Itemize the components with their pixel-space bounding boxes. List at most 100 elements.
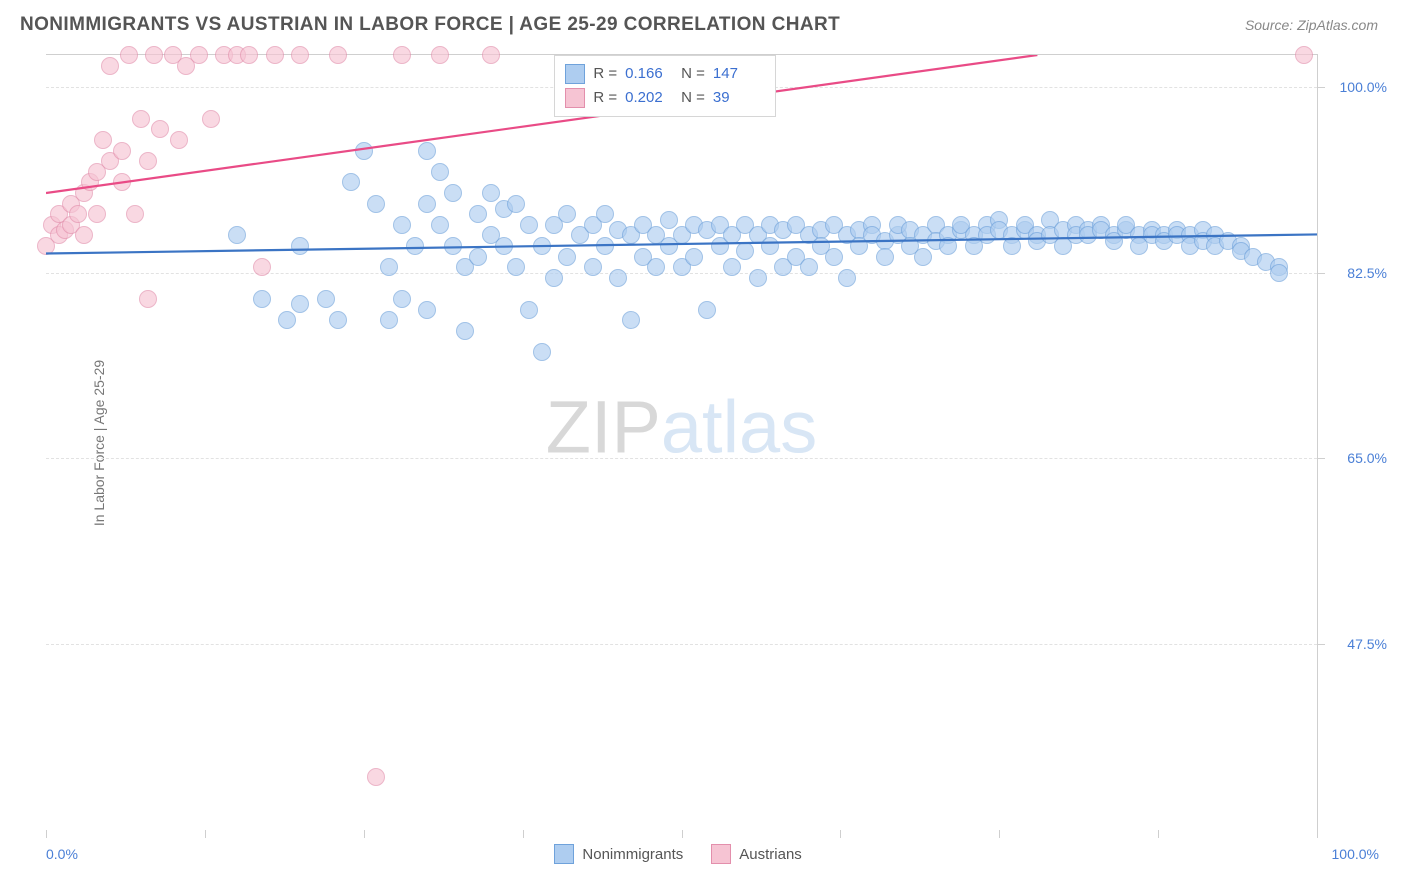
data-point	[393, 46, 411, 64]
data-point	[126, 205, 144, 223]
x-tick	[205, 830, 206, 838]
x-tick	[46, 830, 47, 838]
correlation-legend: R =0.166N =147R =0.202N = 39	[554, 55, 776, 117]
legend-swatch	[565, 64, 585, 84]
data-point	[139, 290, 157, 308]
data-point	[393, 290, 411, 308]
data-point	[736, 242, 754, 260]
data-point	[495, 237, 513, 255]
data-point	[113, 142, 131, 160]
data-point	[367, 768, 385, 786]
data-point	[190, 46, 208, 64]
x-tick	[1317, 830, 1318, 838]
y-tick-label: 82.5%	[1327, 265, 1387, 281]
data-point	[139, 152, 157, 170]
data-point	[749, 269, 767, 287]
data-point	[94, 131, 112, 149]
data-point	[88, 205, 106, 223]
data-point	[355, 142, 373, 160]
data-point	[622, 311, 640, 329]
data-point	[456, 322, 474, 340]
data-point	[291, 237, 309, 255]
data-point	[69, 205, 87, 223]
x-axis-max-label: 100.0%	[1332, 846, 1379, 862]
data-point	[698, 301, 716, 319]
data-point	[1003, 237, 1021, 255]
data-point	[253, 290, 271, 308]
data-point	[482, 184, 500, 202]
data-point	[75, 226, 93, 244]
data-point	[431, 216, 449, 234]
data-point	[444, 237, 462, 255]
data-point	[170, 131, 188, 149]
data-point	[380, 258, 398, 276]
data-point	[342, 173, 360, 191]
data-point	[914, 248, 932, 266]
data-point	[609, 269, 627, 287]
data-point	[596, 205, 614, 223]
data-point	[202, 110, 220, 128]
data-point	[132, 110, 150, 128]
data-point	[444, 184, 462, 202]
gridline	[46, 458, 1317, 459]
data-point	[660, 211, 678, 229]
data-point	[240, 46, 258, 64]
data-point	[329, 311, 347, 329]
x-axis-min-label: 0.0%	[46, 846, 78, 862]
n-label: N =	[681, 86, 705, 110]
legend-row: R =0.202N = 39	[565, 86, 761, 110]
data-point	[431, 163, 449, 181]
data-point	[558, 248, 576, 266]
data-point	[723, 258, 741, 276]
legend-row: R =0.166N =147	[565, 62, 761, 86]
data-point	[469, 248, 487, 266]
data-point	[266, 46, 284, 64]
data-point	[876, 248, 894, 266]
legend-swatch	[554, 844, 574, 864]
data-point	[253, 258, 271, 276]
data-point	[317, 290, 335, 308]
data-point	[431, 46, 449, 64]
data-point	[291, 295, 309, 313]
chart-area: In Labor Force | Age 25-29 ZIPatlas 47.5…	[46, 54, 1318, 830]
legend-swatch	[711, 844, 731, 864]
source-attribution: Source: ZipAtlas.com	[1245, 17, 1378, 33]
data-point	[469, 205, 487, 223]
data-point	[533, 343, 551, 361]
r-value: 0.202	[625, 86, 673, 110]
x-tick	[1158, 830, 1159, 838]
data-point	[558, 205, 576, 223]
data-point	[1270, 264, 1288, 282]
y-tick-label: 100.0%	[1327, 79, 1387, 95]
y-tick	[1317, 458, 1325, 459]
data-point	[367, 195, 385, 213]
x-tick	[840, 830, 841, 838]
y-tick	[1317, 87, 1325, 88]
data-point	[101, 57, 119, 75]
gridline	[46, 644, 1317, 645]
x-tick	[999, 830, 1000, 838]
legend-label: Austrians	[739, 846, 802, 863]
data-point	[1295, 46, 1313, 64]
x-tick	[682, 830, 683, 838]
legend-swatch	[565, 88, 585, 108]
data-point	[761, 237, 779, 255]
n-value: 147	[713, 62, 761, 86]
data-point	[228, 226, 246, 244]
y-tick-label: 47.5%	[1327, 636, 1387, 652]
x-tick	[523, 830, 524, 838]
data-point	[418, 195, 436, 213]
legend-item: Austrians	[711, 844, 802, 864]
data-point	[145, 46, 163, 64]
r-label: R =	[593, 86, 617, 110]
data-point	[380, 311, 398, 329]
legend-label: Nonimmigrants	[582, 846, 683, 863]
data-point	[507, 195, 525, 213]
data-point	[685, 248, 703, 266]
y-tick-label: 65.0%	[1327, 450, 1387, 466]
y-tick	[1317, 273, 1325, 274]
data-point	[533, 237, 551, 255]
r-label: R =	[593, 62, 617, 86]
data-point	[278, 311, 296, 329]
data-point	[647, 258, 665, 276]
